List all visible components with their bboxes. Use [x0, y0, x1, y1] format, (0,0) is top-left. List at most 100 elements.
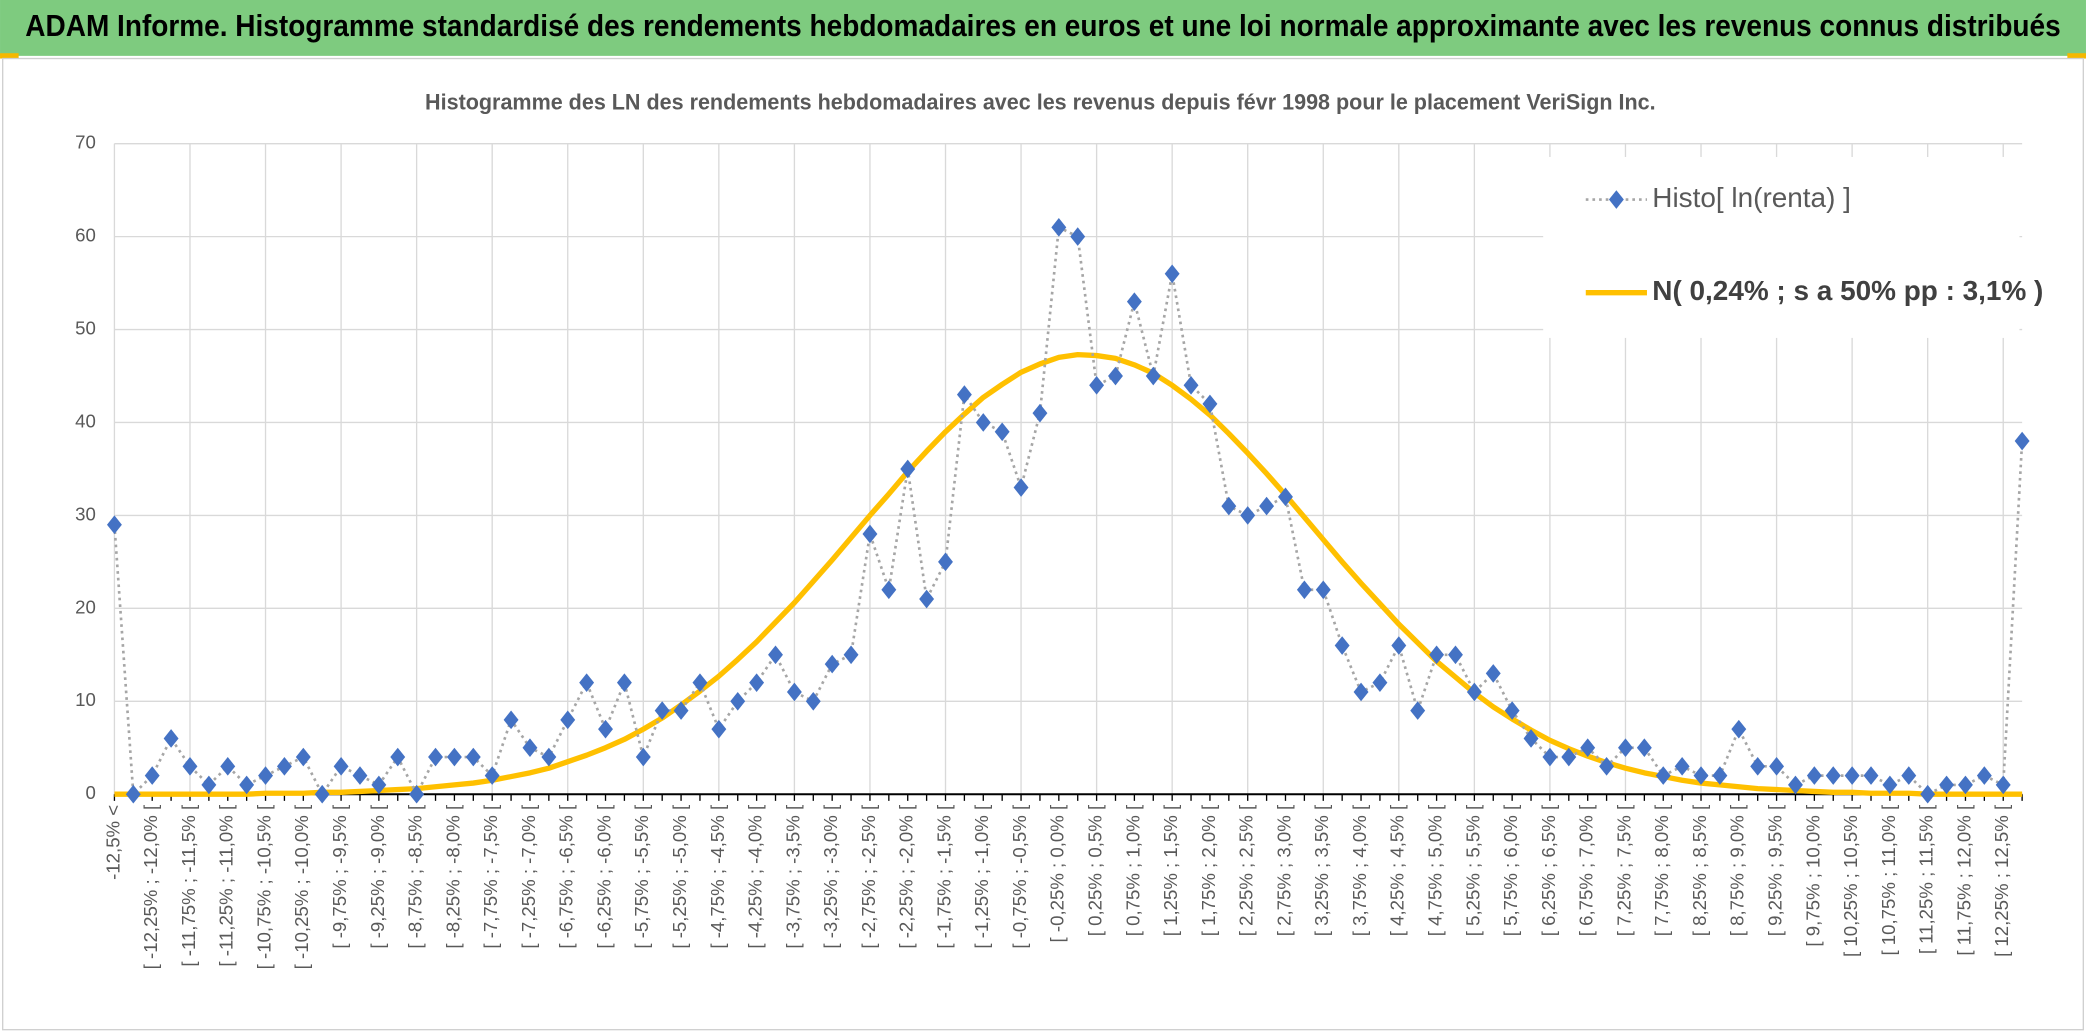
marker [1523, 729, 1539, 748]
marker [1542, 747, 1558, 767]
x-tick-label: [ -11,75% ; -11,5% [ [178, 804, 199, 967]
marker [598, 719, 613, 739]
marker [1504, 701, 1520, 720]
x-tick-label: [ 11,75% ; 12,0% [ [1953, 804, 1974, 956]
y-tick-label: 10 [75, 689, 96, 710]
header-title: ADAM Informe. Histogramme standardisé de… [25, 9, 2060, 43]
marker [1108, 366, 1123, 386]
x-tick-label: [ -2,75% ; -2,5% [ [858, 804, 879, 949]
x-tick-label: [ -3,25% ; -3,0% [ [820, 804, 841, 949]
x-tick-label: [ -4,75% ; -4,5% [ [707, 804, 728, 949]
x-tick-label: [ 8,75% ; 9,0% [ [1727, 804, 1748, 936]
marker [711, 719, 727, 739]
corner-mark [2067, 53, 2086, 59]
marker [994, 422, 1010, 442]
x-tick-label: [ 9,25% ; 9,5% [ [1764, 804, 1785, 936]
marker [654, 701, 670, 720]
marker [333, 757, 349, 776]
marker [1032, 403, 1048, 423]
x-tick-label: [ -1,75% ; -1,5% [ [933, 804, 954, 949]
x-tick-label: [ -10,25% ; -10,0% [ [291, 804, 312, 969]
x-tick-label: [ 12,25% ; 12,5% [ [1991, 804, 2012, 957]
marker [635, 747, 651, 767]
marker [1013, 478, 1029, 497]
x-tick-label: [ 0,75% ; 1,0% [ [1122, 804, 1143, 936]
x-tick-label: [ -0,25% ; 0,0% [ [1047, 804, 1068, 942]
marker [824, 654, 840, 674]
marker [1901, 766, 1917, 785]
x-tick-label: [ -9,25% ; -9,0% [ [367, 804, 388, 949]
y-tick-label: 70 [75, 132, 96, 153]
x-tick-label: [ 5,25% ; 5,5% [ [1462, 804, 1483, 936]
marker [692, 673, 708, 692]
legend: Histo[ ln(renta) ] N( 0,24% ; s a 50% pp … [1543, 156, 2043, 338]
header-bar [0, 0, 2086, 56]
x-tick-label: [ 6,25% ; 6,5% [ [1538, 804, 1559, 936]
x-tick-label: [ 1,75% ; 2,0% [ [1198, 804, 1219, 936]
marker [1315, 580, 1331, 600]
marker [1655, 766, 1671, 785]
x-tick-label: [ -12,25% ; -12,0% [ [140, 804, 161, 969]
marker [1353, 682, 1369, 702]
chart-title: Histogramme des LN des rendements hebdom… [425, 90, 1656, 115]
marker [2014, 431, 2030, 451]
marker [786, 682, 802, 702]
marker [1145, 366, 1161, 386]
y-tick-label: 50 [75, 317, 96, 338]
x-tick-label: [ 2,75% ; 3,0% [ [1273, 804, 1294, 936]
marker [1259, 496, 1275, 516]
x-tick-label: [ 3,75% ; 4,0% [ [1349, 804, 1370, 936]
x-tick-label: [ 6,75% ; 7,0% [ [1576, 804, 1597, 936]
marker [1221, 496, 1237, 516]
marker [560, 710, 576, 730]
marker [1712, 766, 1728, 785]
x-tick-label: [ 9,75% ; 10,0% [ [1802, 804, 1823, 947]
x-tick-label: [ -8,25% ; -8,0% [ [442, 804, 463, 949]
x-tick-label: [ 7,25% ; 7,5% [ [1613, 804, 1634, 936]
marker [673, 701, 689, 720]
chart-border [2, 57, 2084, 1031]
marker [1183, 375, 1199, 395]
x-tick-label: -12,5% < [102, 805, 123, 880]
x-tick-label: [ -3,75% ; -3,5% [ [782, 804, 803, 949]
y-tick-label: 0 [85, 782, 95, 803]
marker [1051, 218, 1067, 237]
y-tick-label: 60 [75, 225, 96, 246]
x-tick-label: [ 4,75% ; 5,0% [ [1425, 804, 1446, 936]
marker [409, 784, 425, 804]
x-tick-label: [ 2,25% ; 2,5% [ [1236, 804, 1257, 936]
y-tick-label: 30 [75, 503, 96, 524]
marker [975, 413, 991, 432]
marker [239, 775, 255, 795]
marker [1882, 775, 1898, 795]
marker [730, 691, 746, 711]
x-tick-label: [ -5,25% ; -5,0% [ [669, 804, 690, 949]
marker [1769, 757, 1785, 776]
marker [1674, 757, 1690, 776]
x-tick-label: [ 10,25% ; 10,5% [ [1840, 804, 1861, 957]
marker [1070, 227, 1086, 246]
x-tick-label: [ 8,25% ; 8,5% [ [1689, 804, 1710, 936]
x-tick-label: [ -0,75% ; -0,5% [ [1009, 804, 1030, 949]
x-tick-label: [ -6,25% ; -6,0% [ [593, 804, 614, 949]
x-tick-label: [ 7,75% ; 8,0% [ [1651, 804, 1672, 936]
x-tick-label: [ -2,25% ; -2,0% [ [896, 804, 917, 949]
marker [1126, 292, 1142, 311]
x-tick-label: [ -10,75% ; -10,5% [ [253, 804, 274, 969]
x-tick-label: [ -8,75% ; -8,5% [ [405, 804, 426, 949]
marker [1466, 682, 1482, 702]
marker [446, 747, 462, 767]
x-tick-label: [ 1,25% ; 1,5% [ [1160, 804, 1181, 936]
y-tick-label: 20 [75, 596, 96, 617]
legend-label: N( 0,24% ; s a 50% pp : 3,1% ) [1652, 275, 2043, 306]
x-tick-label: [ 10,75% ; 11,0% [ [1878, 804, 1899, 956]
marker [1958, 775, 1973, 795]
marker [371, 775, 387, 795]
marker [1580, 738, 1596, 758]
marker [276, 757, 292, 776]
x-tick-label: [ -9,75% ; -9,5% [ [329, 804, 350, 949]
x-tick-label: [ 3,25% ; 3,5% [ [1311, 804, 1332, 936]
marker [484, 766, 500, 785]
marker [1164, 264, 1180, 284]
marker [465, 747, 481, 767]
